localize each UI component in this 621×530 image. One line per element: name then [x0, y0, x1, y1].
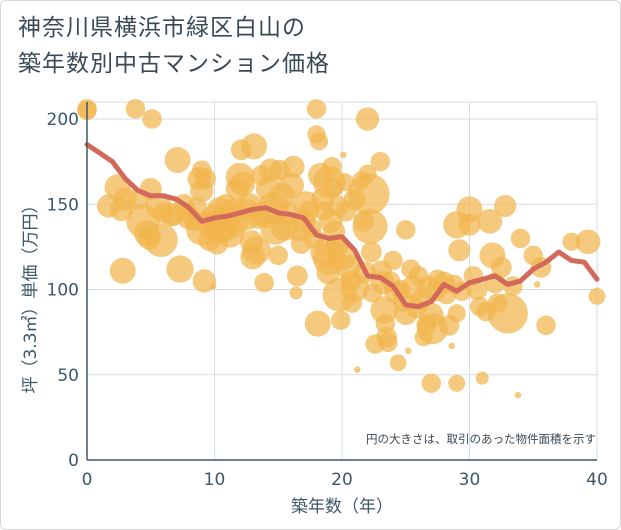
y-tick-label: 0	[68, 451, 79, 471]
x-tick-label: 30	[459, 470, 481, 490]
data-bubble	[396, 220, 416, 240]
data-bubble	[360, 241, 382, 263]
title-line-1: 神奈川県横浜市緑区白山の	[18, 15, 306, 41]
data-bubble	[282, 155, 305, 178]
data-bubble	[448, 342, 455, 350]
data-bubble	[268, 245, 288, 266]
data-bubble	[588, 287, 606, 305]
data-bubble	[536, 315, 556, 336]
size-legend-note: 円の大きさは、取引のあった物件面積を示す	[366, 432, 596, 446]
data-bubble	[562, 232, 581, 251]
data-bubble	[514, 391, 522, 399]
y-tick-label: 200	[47, 110, 79, 130]
data-bubble	[383, 250, 403, 271]
x-axis-title: 築年数（年）	[291, 497, 393, 517]
data-bubble	[230, 171, 255, 197]
data-bubble	[421, 373, 441, 394]
x-tick-labels: 0 10 20 30 40	[82, 470, 608, 490]
data-bubble	[330, 310, 351, 330]
data-bubble	[125, 99, 146, 119]
data-bubble	[109, 257, 136, 284]
x-tick-label: 0	[82, 470, 93, 490]
data-bubble	[494, 194, 517, 218]
y-tick-labels: 0 50 100 150 200	[47, 110, 79, 471]
data-bubble	[575, 229, 601, 255]
data-bubble	[209, 282, 217, 290]
y-axis-title: 坪（3.3㎡）単価（万円）	[21, 196, 41, 393]
data-bubble	[335, 173, 354, 192]
y-tick-label: 100	[47, 281, 79, 301]
chart-title: 神奈川県横浜市緑区白山の 築年数別中古マンション価格	[18, 10, 330, 82]
y-tick-label: 150	[47, 195, 79, 215]
data-bubble	[286, 265, 308, 287]
bubble-layer	[77, 99, 606, 399]
data-bubble	[354, 366, 361, 373]
data-bubble	[254, 272, 274, 293]
data-bubble	[166, 255, 194, 283]
data-bubble	[447, 304, 466, 323]
data-bubble	[477, 208, 503, 234]
data-bubble	[242, 236, 271, 265]
title-line-2: 築年数別中古マンション価格	[18, 51, 330, 77]
data-bubble	[355, 107, 380, 131]
data-bubble	[304, 310, 331, 337]
data-bubble	[164, 146, 191, 173]
data-bubble	[322, 157, 342, 177]
data-bubble	[448, 374, 466, 392]
data-bubble	[510, 228, 531, 249]
x-tick-label: 40	[586, 470, 608, 490]
data-bubble	[347, 173, 390, 215]
data-bubble	[144, 223, 178, 257]
axes	[86, 102, 597, 461]
data-bubble	[278, 172, 304, 199]
data-bubble	[475, 371, 489, 385]
data-bubble	[309, 132, 329, 151]
data-bubble	[195, 168, 216, 190]
data-bubble	[487, 293, 528, 334]
x-tick-label: 20	[331, 470, 353, 490]
data-bubble	[378, 332, 398, 353]
data-bubble	[306, 99, 327, 119]
y-tick-label: 50	[57, 366, 79, 386]
data-bubble	[289, 286, 303, 300]
data-bubble	[370, 151, 390, 172]
data-bubble	[458, 213, 481, 236]
data-bubble	[340, 151, 347, 159]
data-bubble	[490, 256, 512, 278]
data-bubble	[448, 239, 471, 262]
data-bubble	[241, 133, 268, 160]
trend-line	[84, 142, 600, 310]
data-bubble	[389, 354, 407, 372]
data-bubble	[142, 109, 162, 129]
data-bubble	[405, 347, 412, 355]
x-tick-label: 10	[204, 470, 226, 490]
data-bubble	[352, 208, 388, 244]
data-bubble	[533, 281, 541, 288]
